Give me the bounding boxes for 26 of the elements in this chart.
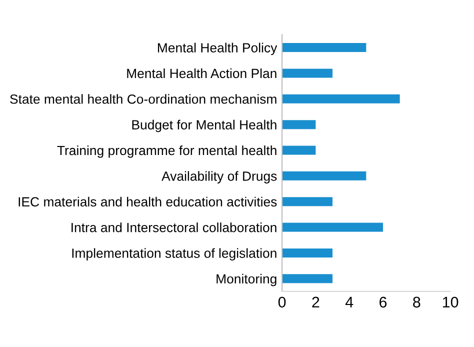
y-tick-label: Training programme for mental health	[57, 145, 276, 158]
bar	[282, 248, 333, 258]
y-tick-label: Availability of Drugs	[162, 171, 277, 184]
y-tick-label: Intra and Intersectoral collaboration	[72, 222, 276, 232]
x-tick-label: 6	[380, 296, 387, 308]
bar	[282, 94, 400, 104]
bar	[282, 171, 366, 180]
bar	[282, 274, 333, 284]
x-tick-label: 4	[345, 296, 354, 308]
y-tick-label: Mental Health Policy	[158, 42, 278, 56]
x-tick-label: 2	[312, 296, 320, 308]
bar	[282, 197, 333, 206]
y-tick-label: IEC materials and health education activities	[18, 196, 277, 207]
x-tick-label: 0	[278, 296, 286, 308]
bar	[282, 43, 366, 52]
y-tick-label: Monitoring	[216, 274, 276, 286]
x-tick-label: 8	[413, 296, 420, 308]
bar	[282, 120, 316, 130]
bar	[282, 68, 333, 78]
x-tick-label: 10	[442, 296, 458, 308]
bar	[282, 146, 316, 155]
bar	[282, 222, 383, 232]
y-tick-label: Budget for Mental Health	[132, 120, 276, 132]
y-tick-label: Implementation status of legislation	[72, 248, 276, 260]
y-tick-label: Mental Health Action Plan	[127, 68, 276, 78]
y-tick-label: State mental health Co-ordination mechanism	[10, 94, 276, 104]
